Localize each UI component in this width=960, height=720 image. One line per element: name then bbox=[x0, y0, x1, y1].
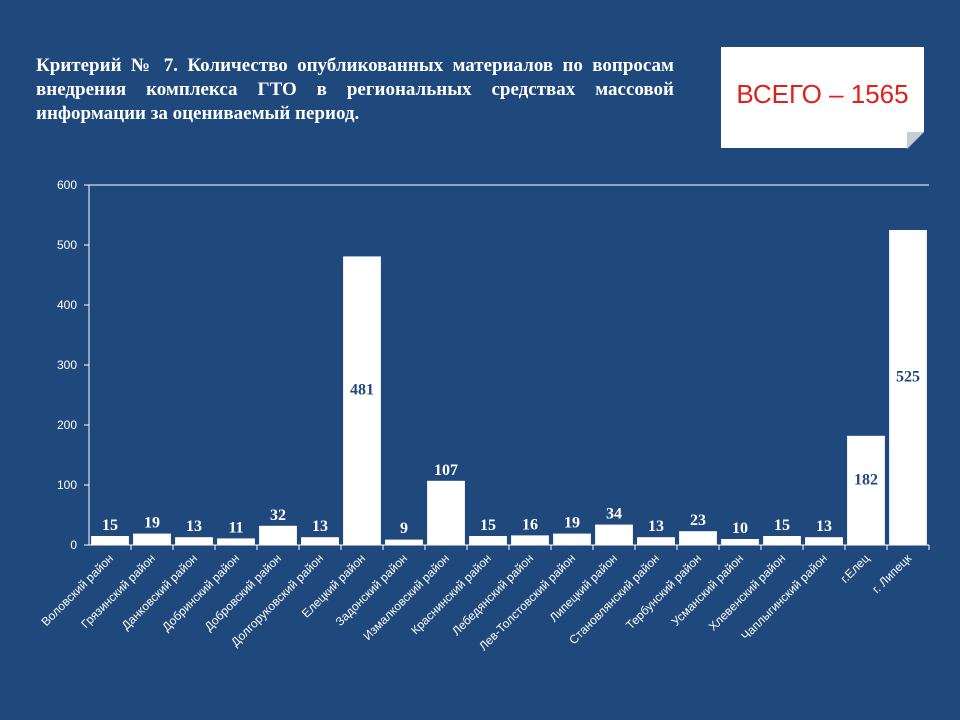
bars bbox=[91, 230, 927, 545]
bar-value-label: 15 bbox=[774, 517, 790, 534]
bar bbox=[343, 256, 381, 545]
category-label: Хлевенский район bbox=[706, 551, 788, 633]
bar bbox=[91, 536, 129, 545]
bar-value-label: 15 bbox=[102, 517, 118, 534]
y-tick-label: 0 bbox=[70, 538, 77, 552]
y-tick-label: 300 bbox=[57, 358, 77, 372]
bar bbox=[889, 230, 927, 545]
bar bbox=[469, 536, 507, 545]
category-label: Краснинский район bbox=[408, 551, 494, 637]
bar-value-label: 34 bbox=[606, 506, 622, 523]
bar bbox=[427, 480, 465, 545]
category-label: Лебедянский район bbox=[449, 551, 536, 638]
category-label: г.Елец bbox=[838, 551, 873, 586]
bar-value-label: 32 bbox=[270, 507, 286, 524]
bar-value-label: 19 bbox=[144, 515, 160, 532]
bar bbox=[847, 435, 885, 545]
bar-value-label: 481 bbox=[350, 382, 374, 399]
category-label: Добровский район bbox=[202, 551, 285, 634]
bar-value-label: 23 bbox=[690, 512, 706, 529]
category-label: Воловский район bbox=[38, 551, 116, 629]
bar-value-label: 13 bbox=[186, 518, 202, 535]
category-label: Добринский район bbox=[159, 551, 242, 634]
bar-value-label: 19 bbox=[564, 515, 580, 532]
total-note: ВСЕГО – 1565 bbox=[721, 47, 924, 148]
bar-value-label: 15 bbox=[480, 517, 496, 534]
y-tick-label: 400 bbox=[57, 298, 77, 312]
bar-value-label: 13 bbox=[312, 518, 328, 535]
bar-value-label: 10 bbox=[732, 520, 748, 537]
bar bbox=[805, 537, 843, 545]
total-label: ВСЕГО – 1565 bbox=[736, 79, 909, 109]
bar-value-label: 13 bbox=[816, 518, 832, 535]
category-label: Задонский район bbox=[333, 551, 410, 628]
bar bbox=[553, 533, 591, 545]
bar bbox=[637, 537, 675, 545]
bar bbox=[595, 524, 633, 545]
bar bbox=[511, 535, 549, 545]
category-label: Усманский район bbox=[669, 551, 747, 629]
category-label: Тербунский район bbox=[623, 551, 704, 632]
y-tick-label: 500 bbox=[57, 238, 77, 252]
bar-value-label: 182 bbox=[854, 471, 878, 488]
bar-value-label: 107 bbox=[434, 462, 458, 479]
y-axis: 0 100 200 300 400 500 600 bbox=[57, 178, 930, 552]
slide-title: Критерий № 7. Количество опубликованных … bbox=[36, 55, 674, 124]
category-label: Данковский район bbox=[119, 551, 200, 632]
category-label: г. Липецк bbox=[869, 551, 914, 596]
bar bbox=[301, 537, 339, 545]
category-label: Грязинский район bbox=[78, 551, 158, 631]
bar bbox=[175, 537, 213, 545]
bar bbox=[763, 536, 801, 545]
y-tick-label: 200 bbox=[57, 418, 77, 432]
bar-value-label: 9 bbox=[400, 520, 408, 537]
y-tick-label: 600 bbox=[57, 178, 77, 192]
bar-value-label: 13 bbox=[648, 518, 664, 535]
bar bbox=[721, 539, 759, 545]
bar bbox=[133, 533, 171, 545]
bar bbox=[679, 531, 717, 545]
bar-value-label: 16 bbox=[522, 516, 538, 533]
y-tick-label: 100 bbox=[57, 478, 77, 492]
bar bbox=[259, 525, 297, 545]
bar-value-label: 11 bbox=[228, 519, 243, 536]
bar bbox=[217, 538, 255, 545]
value-labels: 15 19 13 11 32 13 481 9 107 15 16 19 34 13 23 10 15 13 182… bbox=[102, 369, 920, 538]
bar bbox=[385, 539, 423, 545]
bar-value-label: 525 bbox=[896, 369, 920, 386]
